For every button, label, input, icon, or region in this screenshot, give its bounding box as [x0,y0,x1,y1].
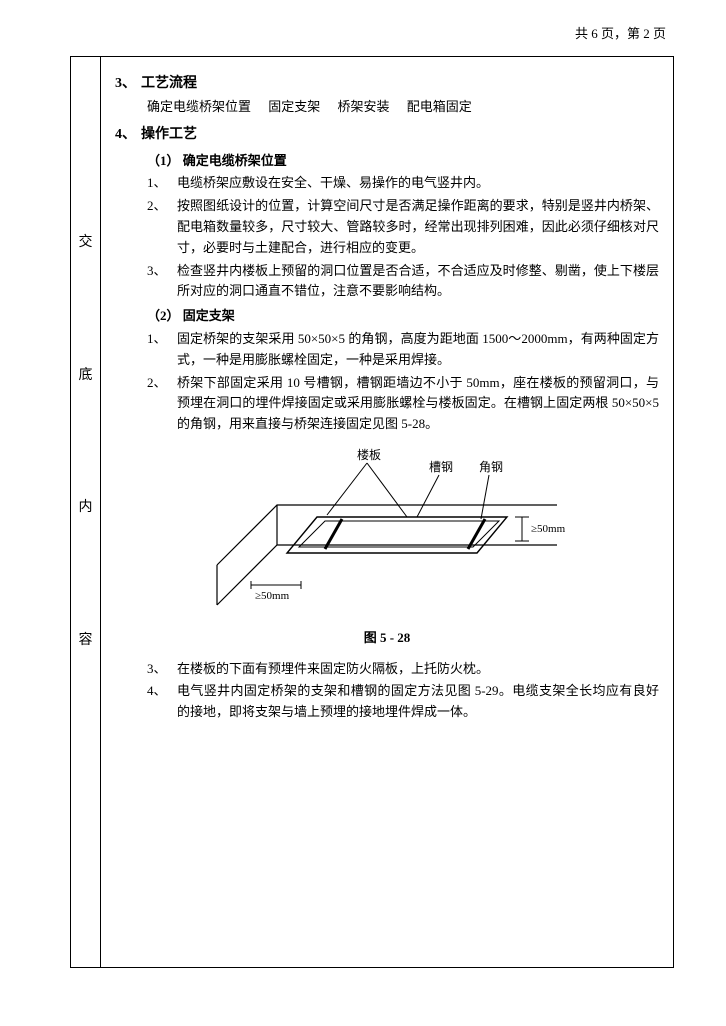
item-number: 3、 [147,261,177,303]
subsection-2-title: 固定支架 [183,308,235,323]
section-4-number: 4、 [115,124,141,146]
process-step-3: 桥架安装 [338,99,390,114]
document-frame: 交 底 内 容 3、工艺流程 确定电缆桥架位置 固定支架 桥架安装 配电箱固定 … [70,56,674,968]
process-step-2: 固定支架 [268,99,320,114]
label-board: 楼板 [357,447,381,462]
section-3-title: 工艺流程 [141,76,197,91]
item-text: 按照图纸设计的位置，计算空间尺寸是否满足操作距离的要求，特别是竖井内桥架、配电箱… [177,196,659,258]
section-3-heading: 3、工艺流程 [115,73,659,95]
process-steps: 确定电缆桥架位置 固定支架 桥架安装 配电箱固定 [147,97,659,118]
item-number: 2、 [147,373,177,435]
process-step-1: 确定电缆桥架位置 [147,99,251,114]
item-text: 电气竖井内固定桥架的支架和槽钢的固定方法见图 5-29。电缆支架全长均应有良好的… [177,681,659,723]
item-number: 2、 [147,196,177,258]
label-angle: 角钢 [479,460,503,474]
list-item: 4、 电气竖井内固定桥架的支架和槽钢的固定方法见图 5-29。电缆支架全长均应有… [147,681,659,723]
dim-bottom: ≥50mm [255,590,290,602]
item-text: 在楼板的下面有预埋件来固定防火隔板，上托防火枕。 [177,659,659,680]
subsection-2-heading: （2） 固定支架 [147,306,659,327]
figure-5-28-caption: 图 5 - 28 [115,628,659,649]
item-text: 固定桥架的支架采用 50×50×5 的角钢，高度为距地面 1500～2000mm… [177,329,659,371]
side-char-2: 底 [79,365,93,387]
item-number: 1、 [147,173,177,194]
item-text: 检查竖井内楼板上预留的洞口位置是否合适，不合适应及时修整、剔凿，使上下楼层所对应… [177,261,659,303]
item-text: 桥架下部固定采用 10 号槽钢，槽钢距墙边不小于 50mm，座在楼板的预留洞口，… [177,373,659,435]
subsection-1-label: （1） [147,153,180,168]
list-item: 3、 在楼板的下面有预埋件来固定防火隔板，上托防火枕。 [147,659,659,680]
side-char-1: 交 [79,232,93,254]
figure-5-28: ≥50mm ≥50mm 楼板 槽钢 角钢 [115,445,659,622]
item-number: 3、 [147,659,177,680]
process-step-4: 配电箱固定 [407,99,472,114]
side-char-3: 内 [79,497,93,519]
page-number: 共 6 页，第 2 页 [575,24,666,45]
item-text: 电缆桥架应敷设在安全、干燥、易操作的电气竖井内。 [177,173,659,194]
item-number: 4、 [147,681,177,723]
content-area: 3、工艺流程 确定电缆桥架位置 固定支架 桥架安装 配电箱固定 4、操作工艺 （… [101,57,673,967]
list-item: 1、 电缆桥架应敷设在安全、干燥、易操作的电气竖井内。 [147,173,659,194]
list-item: 1、 固定桥架的支架采用 50×50×5 的角钢，高度为距地面 1500～200… [147,329,659,371]
section-4-heading: 4、操作工艺 [115,124,659,146]
side-column: 交 底 内 容 [71,57,101,967]
list-item: 2、 按照图纸设计的位置，计算空间尺寸是否满足操作距离的要求，特别是竖井内桥架、… [147,196,659,258]
subsection-1-title: 确定电缆桥架位置 [183,153,287,168]
section-3-number: 3、 [115,73,141,95]
list-item: 2、 桥架下部固定采用 10 号槽钢，槽钢距墙边不小于 50mm，座在楼板的预留… [147,373,659,435]
subsection-1-heading: （1） 确定电缆桥架位置 [147,151,659,172]
side-char-4: 容 [79,630,93,652]
list-item: 3、 检查竖井内楼板上预留的洞口位置是否合适，不合适应及时修整、剔凿，使上下楼层… [147,261,659,303]
label-channel: 槽钢 [429,460,453,474]
subsection-2-items: 1、 固定桥架的支架采用 50×50×5 的角钢，高度为距地面 1500～200… [147,329,659,435]
section-4-title: 操作工艺 [141,127,197,142]
subsection-1-items: 1、 电缆桥架应敷设在安全、干燥、易操作的电气竖井内。 2、 按照图纸设计的位置… [147,173,659,302]
subsection-2-items-after: 3、 在楼板的下面有预埋件来固定防火隔板，上托防火枕。 4、 电气竖井内固定桥架… [147,659,659,723]
dim-right: ≥50mm [531,523,566,535]
subsection-2-label: （2） [147,308,180,323]
item-number: 1、 [147,329,177,371]
figure-5-28-svg: ≥50mm ≥50mm 楼板 槽钢 角钢 [207,445,567,615]
